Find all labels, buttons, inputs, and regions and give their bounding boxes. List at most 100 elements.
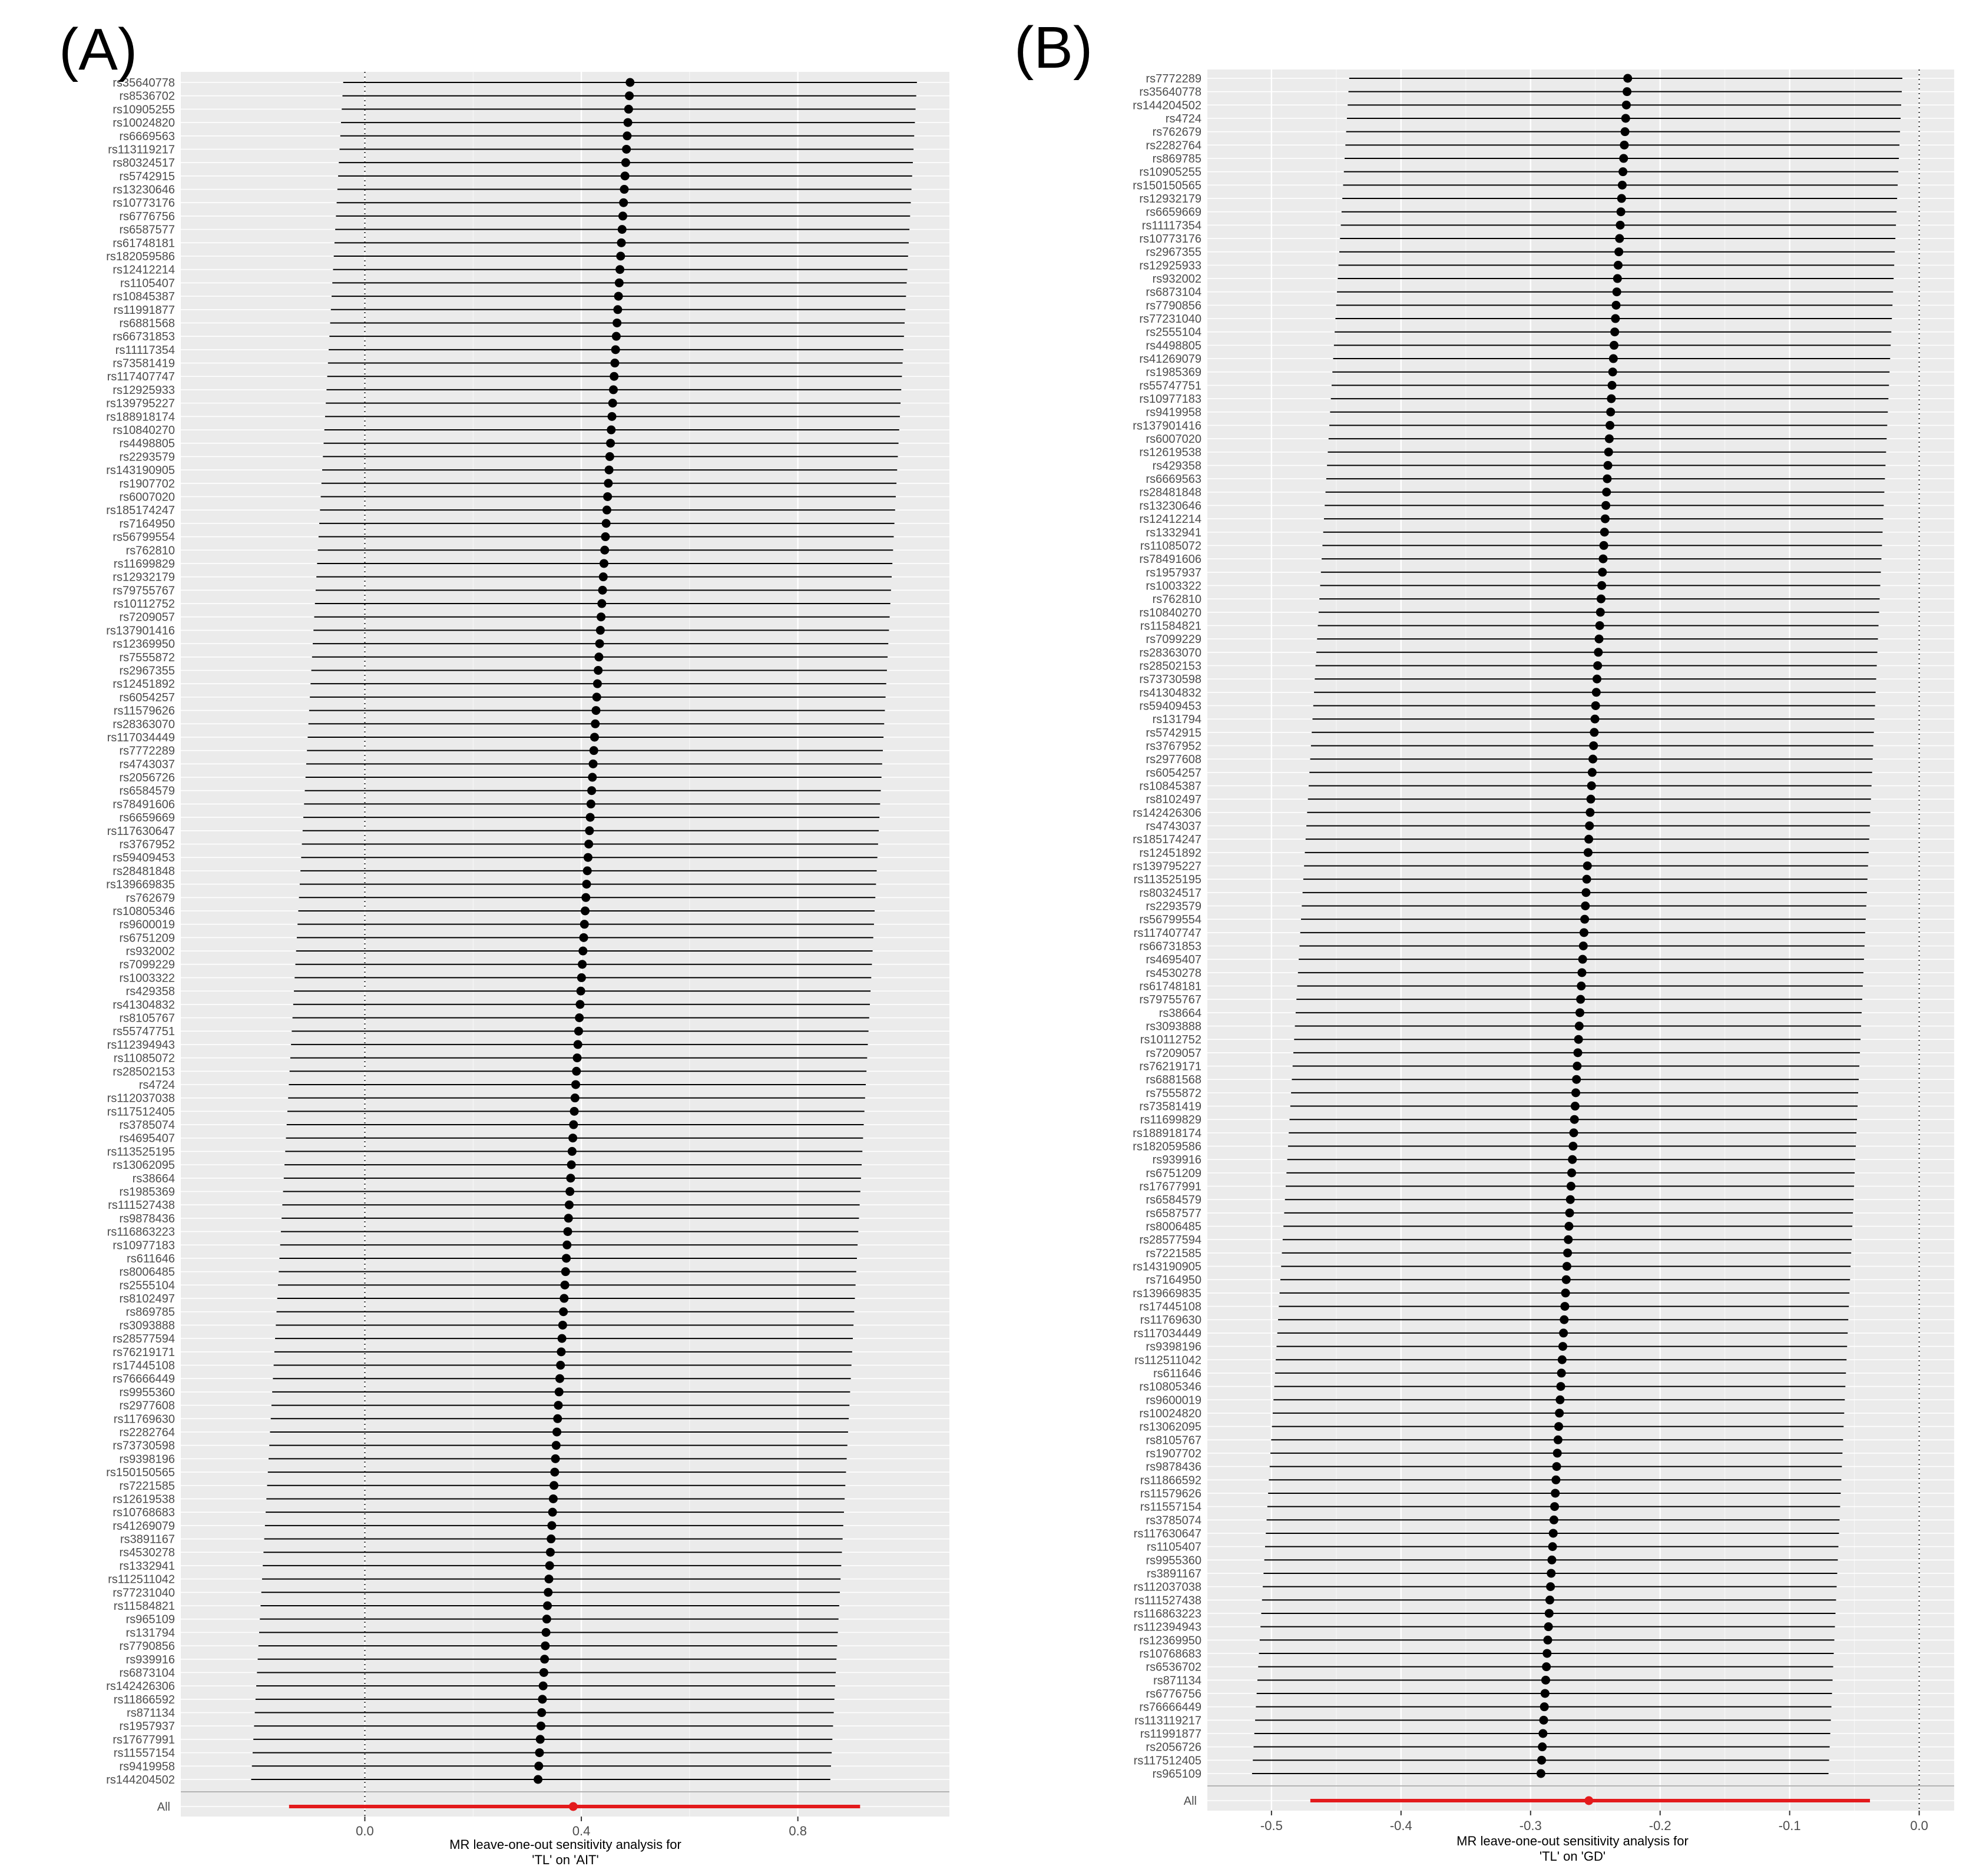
estimate-point-b-rs9419958 xyxy=(1606,407,1616,417)
estimate-point-b-rs932002 xyxy=(1613,274,1622,283)
estimate-point-b-rs41269079 xyxy=(1608,354,1618,363)
snp-label-b-rs611646: rs611646 xyxy=(1153,1367,1201,1380)
estimate-point-a-rs10977183 xyxy=(562,1240,572,1249)
snp-label-a-rs35640778: rs35640778 xyxy=(112,77,175,90)
overall-estimate-point-b xyxy=(1584,1796,1594,1805)
snp-label-a-rs7164950: rs7164950 xyxy=(119,518,175,531)
snp-label-a-rs1105407: rs1105407 xyxy=(120,277,175,290)
estimate-point-b-rs76666449 xyxy=(1540,1702,1549,1712)
estimate-point-b-rs939916 xyxy=(1568,1155,1577,1164)
snp-label-a-rs2282764: rs2282764 xyxy=(119,1426,175,1439)
x-tick-label-a-2: 0.8 xyxy=(789,1824,807,1838)
estimate-point-a-rs429358 xyxy=(576,986,585,996)
snp-label-b-rs1332941: rs1332941 xyxy=(1146,526,1201,539)
estimate-point-b-rs2967355 xyxy=(1614,247,1624,257)
estimate-point-a-rs2977608 xyxy=(554,1401,563,1410)
estimate-point-a-rs13062095 xyxy=(567,1160,576,1169)
estimate-point-b-rs28481848 xyxy=(1602,488,1611,497)
snp-label-b-rs12412214: rs12412214 xyxy=(1139,513,1201,526)
snp-label-b-rs117034449: rs117034449 xyxy=(1134,1327,1201,1340)
snp-label-a-rs28502153: rs28502153 xyxy=(112,1065,175,1078)
snp-label-b-rs112037038: rs112037038 xyxy=(1134,1581,1201,1594)
snp-label-b-rs4498805: rs4498805 xyxy=(1146,339,1201,352)
estimate-point-a-rs6669563 xyxy=(623,131,632,141)
snp-label-b-rs38664: rs38664 xyxy=(1159,1007,1201,1020)
estimate-point-b-rs9398196 xyxy=(1558,1342,1567,1351)
x-tick-label-b-3: -0.2 xyxy=(1649,1818,1671,1833)
snp-label-b-rs10840270: rs10840270 xyxy=(1139,606,1201,619)
estimate-point-b-rs80324517 xyxy=(1581,888,1591,897)
snp-label-b-rs4743037: rs4743037 xyxy=(1146,820,1201,833)
estimate-point-a-rs182059586 xyxy=(616,251,625,261)
snp-label-a-rs9398196: rs9398196 xyxy=(119,1453,175,1466)
snp-label-a-rs8105767: rs8105767 xyxy=(119,1012,175,1025)
estimate-point-a-rs12369950 xyxy=(595,639,604,648)
snp-label-b-rs66731853: rs66731853 xyxy=(1139,940,1201,953)
estimate-point-a-rs112037038 xyxy=(570,1093,580,1103)
estimate-point-b-rs10905255 xyxy=(1618,167,1628,177)
estimate-point-b-rs3891167 xyxy=(1547,1569,1556,1578)
estimate-point-a-rs117512405 xyxy=(570,1106,579,1116)
snp-label-b-rs139795227: rs139795227 xyxy=(1133,860,1201,873)
snp-label-a-rs2056726: rs2056726 xyxy=(119,771,175,784)
estimate-point-b-rs112037038 xyxy=(1546,1582,1555,1592)
snp-label-a-rs8102497: rs8102497 xyxy=(119,1292,175,1305)
estimate-point-a-rs137901416 xyxy=(595,625,605,635)
estimate-point-b-rs4695407 xyxy=(1578,954,1587,964)
estimate-point-a-rs10024820 xyxy=(623,118,633,127)
estimate-point-a-rs11866592 xyxy=(538,1695,547,1704)
estimate-point-a-rs143190905 xyxy=(604,465,614,475)
estimate-point-b-rs112511042 xyxy=(1557,1355,1567,1364)
snp-label-b-rs10805346: rs10805346 xyxy=(1139,1381,1201,1394)
estimate-point-b-rs6587577 xyxy=(1565,1208,1574,1218)
snp-label-b-rs871134: rs871134 xyxy=(1153,1674,1201,1687)
snp-label-b-rs12925933: rs12925933 xyxy=(1139,259,1201,272)
panel-b: rs7772289rs35640778rs144204502rs4724rs76… xyxy=(1014,15,1954,1864)
estimate-point-a-rs9600019 xyxy=(580,920,589,929)
snp-label-b-rs113525195: rs113525195 xyxy=(1134,873,1201,886)
snp-label-a-rs150150565: rs150150565 xyxy=(106,1466,175,1479)
snp-label-a-rs117034449: rs117034449 xyxy=(107,731,175,744)
estimate-point-a-rs17445108 xyxy=(556,1361,565,1370)
estimate-point-b-rs113119217 xyxy=(1539,1715,1548,1725)
estimate-point-b-rs182059586 xyxy=(1568,1142,1578,1151)
snp-label-a-rs4498805: rs4498805 xyxy=(119,437,175,450)
snp-label-b-rs10024820: rs10024820 xyxy=(1139,1407,1201,1420)
snp-label-b-rs9955360: rs9955360 xyxy=(1146,1554,1201,1567)
snp-label-b-rs6536702: rs6536702 xyxy=(1146,1661,1201,1674)
snp-label-a-rs142426306: rs142426306 xyxy=(106,1680,175,1693)
snp-label-b-rs429358: rs429358 xyxy=(1153,459,1201,472)
snp-label-a-rs1332941: rs1332941 xyxy=(119,1560,175,1573)
estimate-point-b-rs61748181 xyxy=(1577,982,1586,991)
estimate-point-b-rs11699829 xyxy=(1570,1115,1579,1124)
estimate-point-b-rs144204502 xyxy=(1621,100,1631,110)
snp-label-b-rs2056726: rs2056726 xyxy=(1146,1741,1201,1754)
estimate-point-a-rs111527438 xyxy=(564,1200,574,1209)
estimate-point-a-rs9398196 xyxy=(551,1454,560,1463)
estimate-point-b-rs6873104 xyxy=(1612,287,1621,297)
snp-label-b-rs116863223: rs116863223 xyxy=(1134,1607,1201,1620)
snp-label-b-rs10845387: rs10845387 xyxy=(1139,780,1201,793)
snp-label-b-rs28481848: rs28481848 xyxy=(1139,486,1201,499)
snp-label-b-rs2977608: rs2977608 xyxy=(1146,753,1201,766)
snp-label-a-rs10768683: rs10768683 xyxy=(112,1506,175,1519)
snp-label-a-rs131794: rs131794 xyxy=(126,1626,175,1639)
estimate-point-b-rs10024820 xyxy=(1555,1408,1564,1418)
estimate-point-a-rs35640778 xyxy=(625,78,635,87)
estimate-point-a-rs10805346 xyxy=(581,906,590,916)
snp-label-b-rs55747751: rs55747751 xyxy=(1139,379,1201,392)
snp-label-b-rs9419958: rs9419958 xyxy=(1146,406,1201,419)
panel-a: rs35640778rs8536702rs10905255rs10024820r… xyxy=(59,16,949,1867)
snp-label-b-rs6669563: rs6669563 xyxy=(1146,473,1201,486)
snp-label-a-rs10845387: rs10845387 xyxy=(112,290,175,303)
estimate-point-a-rs113119217 xyxy=(622,144,631,154)
estimate-point-b-rs13062095 xyxy=(1554,1422,1564,1431)
estimate-point-a-rs139795227 xyxy=(608,399,617,408)
snp-label-a-rs112511042: rs112511042 xyxy=(108,1573,175,1586)
snp-label-a-rs7099229: rs7099229 xyxy=(119,959,175,972)
snp-label-b-rs10112752: rs10112752 xyxy=(1140,1033,1201,1046)
snp-label-a-rs59409453: rs59409453 xyxy=(112,851,175,864)
estimate-point-a-rs11769630 xyxy=(553,1414,562,1423)
snp-label-a-rs6873104: rs6873104 xyxy=(119,1666,175,1679)
x-tick-label-b-0: -0.5 xyxy=(1260,1818,1283,1833)
